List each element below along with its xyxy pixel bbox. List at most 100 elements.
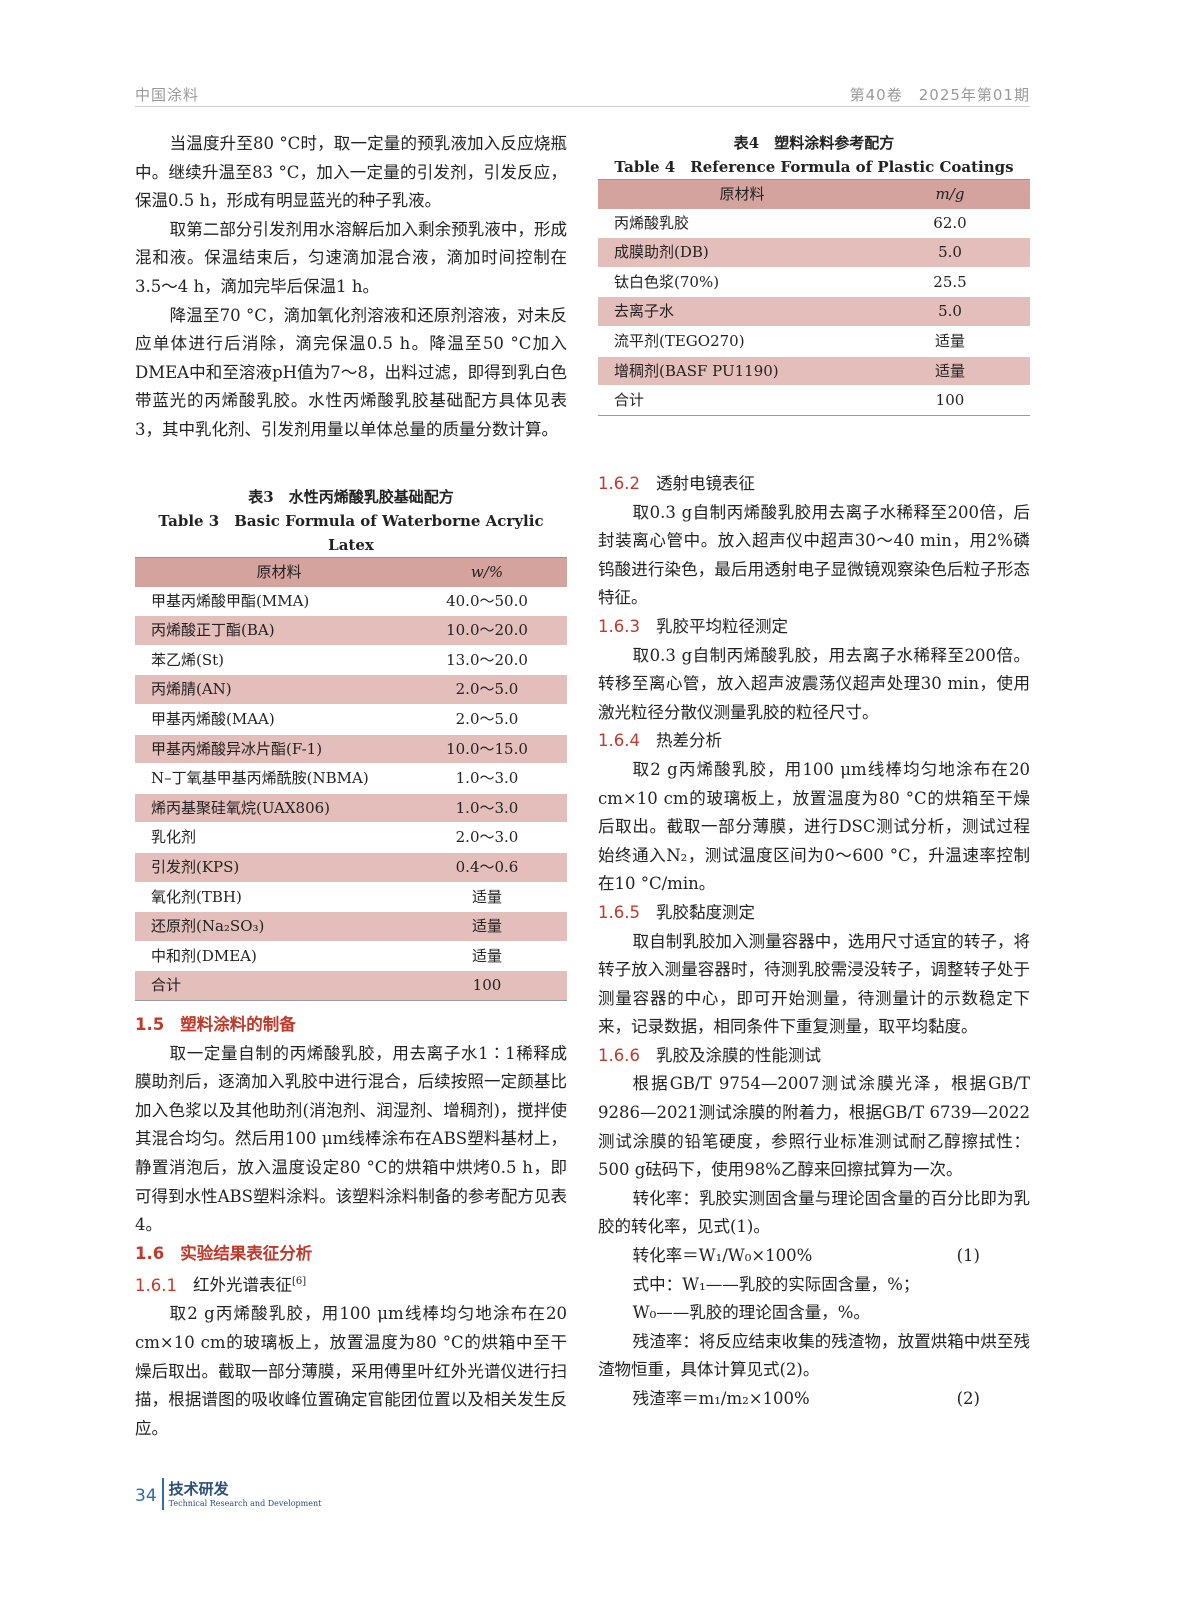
- material-cell: 苯乙烯(St): [135, 645, 407, 676]
- amount-cell: 适量: [870, 326, 1030, 357]
- table4-title-en: Table 4 Reference Formula of Plastic Coa…: [614, 158, 1014, 176]
- amount-cell: 5.0: [870, 296, 1030, 327]
- amount-cell: 5.0: [870, 237, 1030, 268]
- table3-grid: 原材料 w/% 甲基丙烯酸甲酯(MMA) 40.0～50.0 丙烯酸正丁酯(BA) 1…: [135, 556, 567, 1001]
- subsection-heading: 1.6.1 红外光谱表征[6]: [135, 1275, 307, 1295]
- footer-section-cn: 技术研发: [168, 1480, 229, 1498]
- table-row: 苯乙烯(St) 13.0～20.0: [135, 645, 567, 676]
- amount-cell: 13.0～20.0: [407, 645, 567, 676]
- table3: 表3 水性丙烯酸乳胶基础配方 Table 3 Basic Formula of …: [135, 485, 567, 1001]
- table-row: 成膜助剂(DB) 5.0: [598, 237, 1030, 268]
- table-row: 合计 100: [135, 970, 567, 1001]
- material-cell: 引发剂(KPS): [135, 852, 407, 883]
- amount-cell: 62.0: [870, 208, 1030, 239]
- table-row: 甲基丙烯酸甲酯(MMA) 40.0～50.0: [135, 586, 567, 617]
- amount-cell: 适量: [407, 941, 567, 972]
- equation-legend: W₀——乳胶的理论固含量，%。: [632, 1303, 870, 1323]
- sections-1-6-2-to-1-6-6: 1.6.2 透射电镜表征 取0.3 g自制丙烯酸乳胶用去离子水稀释至200倍，后封…: [598, 470, 1030, 1414]
- material-cell: 成膜助剂(DB): [598, 237, 870, 268]
- table-header: w/%: [407, 556, 567, 587]
- subsection-heading: 1.6.3 乳胶平均粒径测定: [598, 616, 788, 636]
- table-row: 引发剂(KPS) 0.4～0.6: [135, 852, 567, 883]
- material-cell: 甲基丙烯酸(MAA): [135, 704, 407, 735]
- paragraph: 取0.3 g自制丙烯酸乳胶，用去离子水稀释至200倍。转移至离心管，放入超声波震…: [598, 645, 1030, 722]
- footer: 34 技术研发 Technical Research and Developme…: [135, 1478, 321, 1510]
- amount-cell: 2.0～3.0: [407, 822, 567, 853]
- citation: [6]: [291, 1276, 307, 1288]
- table-row: 丙烯酸乳胶 62.0: [598, 208, 1030, 239]
- footer-section-en: Technical Research and Development: [168, 1499, 322, 1508]
- paragraph: 取第二部分引发剂用水溶解后加入剩余预乳液中，形成混和液。保温结束后，匀速滴加混合…: [135, 219, 567, 296]
- footer-divider: [161, 1478, 164, 1510]
- issue-info: 第40卷 2025年第01期: [849, 86, 1030, 104]
- amount-cell: 10.0～15.0: [407, 734, 567, 765]
- equation-legend: 式中：W₁——乳胶的实际固含量，%；: [632, 1274, 920, 1294]
- amount-cell: 100: [407, 970, 567, 1001]
- paragraph: 转化率：乳胶实测固含量与理论固含量的百分比即为乳胶的转化率，见式(1)。: [598, 1188, 1030, 1237]
- material-cell: 氧化剂(TBH): [135, 882, 407, 913]
- material-cell: 流平剂(TEGO270): [598, 326, 870, 357]
- table-row: 流平剂(TEGO270) 适量: [598, 326, 1030, 357]
- amount-cell: 适量: [870, 356, 1030, 387]
- table-header: m/g: [870, 178, 1030, 209]
- table-row: 甲基丙烯酸(MAA) 2.0～5.0: [135, 704, 567, 735]
- material-cell: 合计: [135, 970, 407, 1001]
- paragraph: 取2 g丙烯酸乳胶，用100 μm线棒均匀地涂布在20 cm×10 cm的玻璃板…: [598, 759, 1030, 894]
- paragraph: 降温至70 °C，滴加氧化剂溶液和还原剂溶液，对未反应单体进行后消除，滴完保温0…: [135, 305, 567, 439]
- material-cell: 增稠剂(BASF PU1190): [598, 356, 870, 387]
- material-cell: 丙烯酸乳胶: [598, 208, 870, 239]
- table4: 表4 塑料涂料参考配方 Table 4 Reference Formula of…: [598, 131, 1030, 416]
- material-cell: 去离子水: [598, 296, 870, 327]
- amount-cell: 适量: [407, 911, 567, 942]
- table3-title-en: Table 3 Basic Formula of Waterborne Acry…: [158, 512, 544, 554]
- amount-cell: 0.4～0.6: [407, 852, 567, 883]
- table-row: 中和剂(DMEA) 适量: [135, 941, 567, 972]
- paragraph: 当温度升至80 °C时，取一定量的预乳液加入反应烧瓶中。继续升温至83 °C，加…: [135, 134, 567, 211]
- page-number: 34: [135, 1486, 157, 1506]
- material-cell: 甲基丙烯酸异冰片酯(F-1): [135, 734, 407, 765]
- table-row: 丙烯酸正丁酯(BA) 10.0～20.0: [135, 615, 567, 646]
- table-row: 丙烯腈(AN) 2.0～5.0: [135, 674, 567, 705]
- amount-cell: 100: [870, 385, 1030, 416]
- table-row: N–丁氧基甲基丙烯酰胺(NBMA) 1.0～3.0: [135, 763, 567, 794]
- table-row: 甲基丙烯酸异冰片酯(F-1) 10.0～15.0: [135, 734, 567, 765]
- paragraph: 根据GB/T 9754—2007测试涂膜光泽，根据GB/T 9286—2021测…: [598, 1074, 1030, 1180]
- intro-paragraphs: 当温度升至80 °C时，取一定量的预乳液加入反应烧瓶中。继续升温至83 °C，加…: [135, 130, 567, 445]
- amount-cell: 10.0～20.0: [407, 615, 567, 646]
- paragraph: 取0.3 g自制丙烯酸乳胶用去离子水稀释至200倍，后封装离心管中。放入超声仪中…: [598, 502, 1030, 608]
- paragraph: 取2 g丙烯酸乳胶，用100 μm线棒均匀地涂布在20 cm×10 cm的玻璃板…: [135, 1304, 567, 1438]
- subsection-heading: 1.6.5 乳胶黏度测定: [598, 902, 755, 922]
- equation-1: 转化率＝W₁/W₀×100% (1): [632, 1246, 980, 1266]
- table-row: 烯丙基聚硅氧烷(UAX806) 1.0～3.0: [135, 793, 567, 824]
- material-cell: 丙烯酸正丁酯(BA): [135, 615, 407, 646]
- equation-2: 残渣率＝m₁/m₂×100% (2): [632, 1389, 980, 1408]
- section-1-5: 1.5 塑料涂料的制备 取一定量自制的丙烯酸乳胶，用去离子水1∶1稀释成膜助剂后，…: [135, 1011, 567, 1443]
- table-row: 增稠剂(BASF PU1190) 适量: [598, 356, 1030, 387]
- material-cell: 乳化剂: [135, 822, 407, 853]
- material-cell: 甲基丙烯酸甲酯(MMA): [135, 586, 407, 617]
- material-cell: 钛白色浆(70%): [598, 267, 870, 298]
- subsection-heading: 1.6.4 热差分析: [598, 731, 722, 751]
- paragraph: 取自制乳胶加入测量容器中，选用尺寸适宜的转子，将转子放入测量容器时，待测乳胶需浸…: [598, 931, 1030, 1037]
- table-header: 原材料: [598, 178, 870, 209]
- amount-cell: 25.5: [870, 267, 1030, 298]
- table-row: 去离子水 5.0: [598, 296, 1030, 327]
- material-cell: 还原剂(Na₂SO₃): [135, 911, 407, 942]
- table-row: 氧化剂(TBH) 适量: [135, 882, 567, 913]
- subsection-heading: 1.6.2 透射电镜表征: [598, 474, 755, 493]
- table-header: 原材料: [135, 556, 407, 587]
- material-cell: 合计: [598, 385, 870, 416]
- material-cell: N–丁氧基甲基丙烯酰胺(NBMA): [135, 763, 407, 794]
- amount-cell: 1.0～3.0: [407, 763, 567, 794]
- amount-cell: 40.0～50.0: [407, 586, 567, 617]
- table-row: 乳化剂 2.0～3.0: [135, 822, 567, 853]
- paragraph: 残渣率：将反应结束收集的残渣物，放置烘箱中烘至残渣物恒重，具体计算见式(2)。: [598, 1331, 1030, 1380]
- table-row: 合计 100: [598, 385, 1030, 416]
- section-heading: 1.5 塑料涂料的制备: [135, 1015, 296, 1034]
- material-cell: 中和剂(DMEA): [135, 941, 407, 972]
- table-row: 还原剂(Na₂SO₃) 适量: [135, 911, 567, 942]
- table3-title-cn: 表3 水性丙烯酸乳胶基础配方: [248, 488, 454, 506]
- section-heading: 1.6 实验结果表征分析: [135, 1243, 313, 1263]
- journal-name: 中国涂料: [135, 86, 200, 104]
